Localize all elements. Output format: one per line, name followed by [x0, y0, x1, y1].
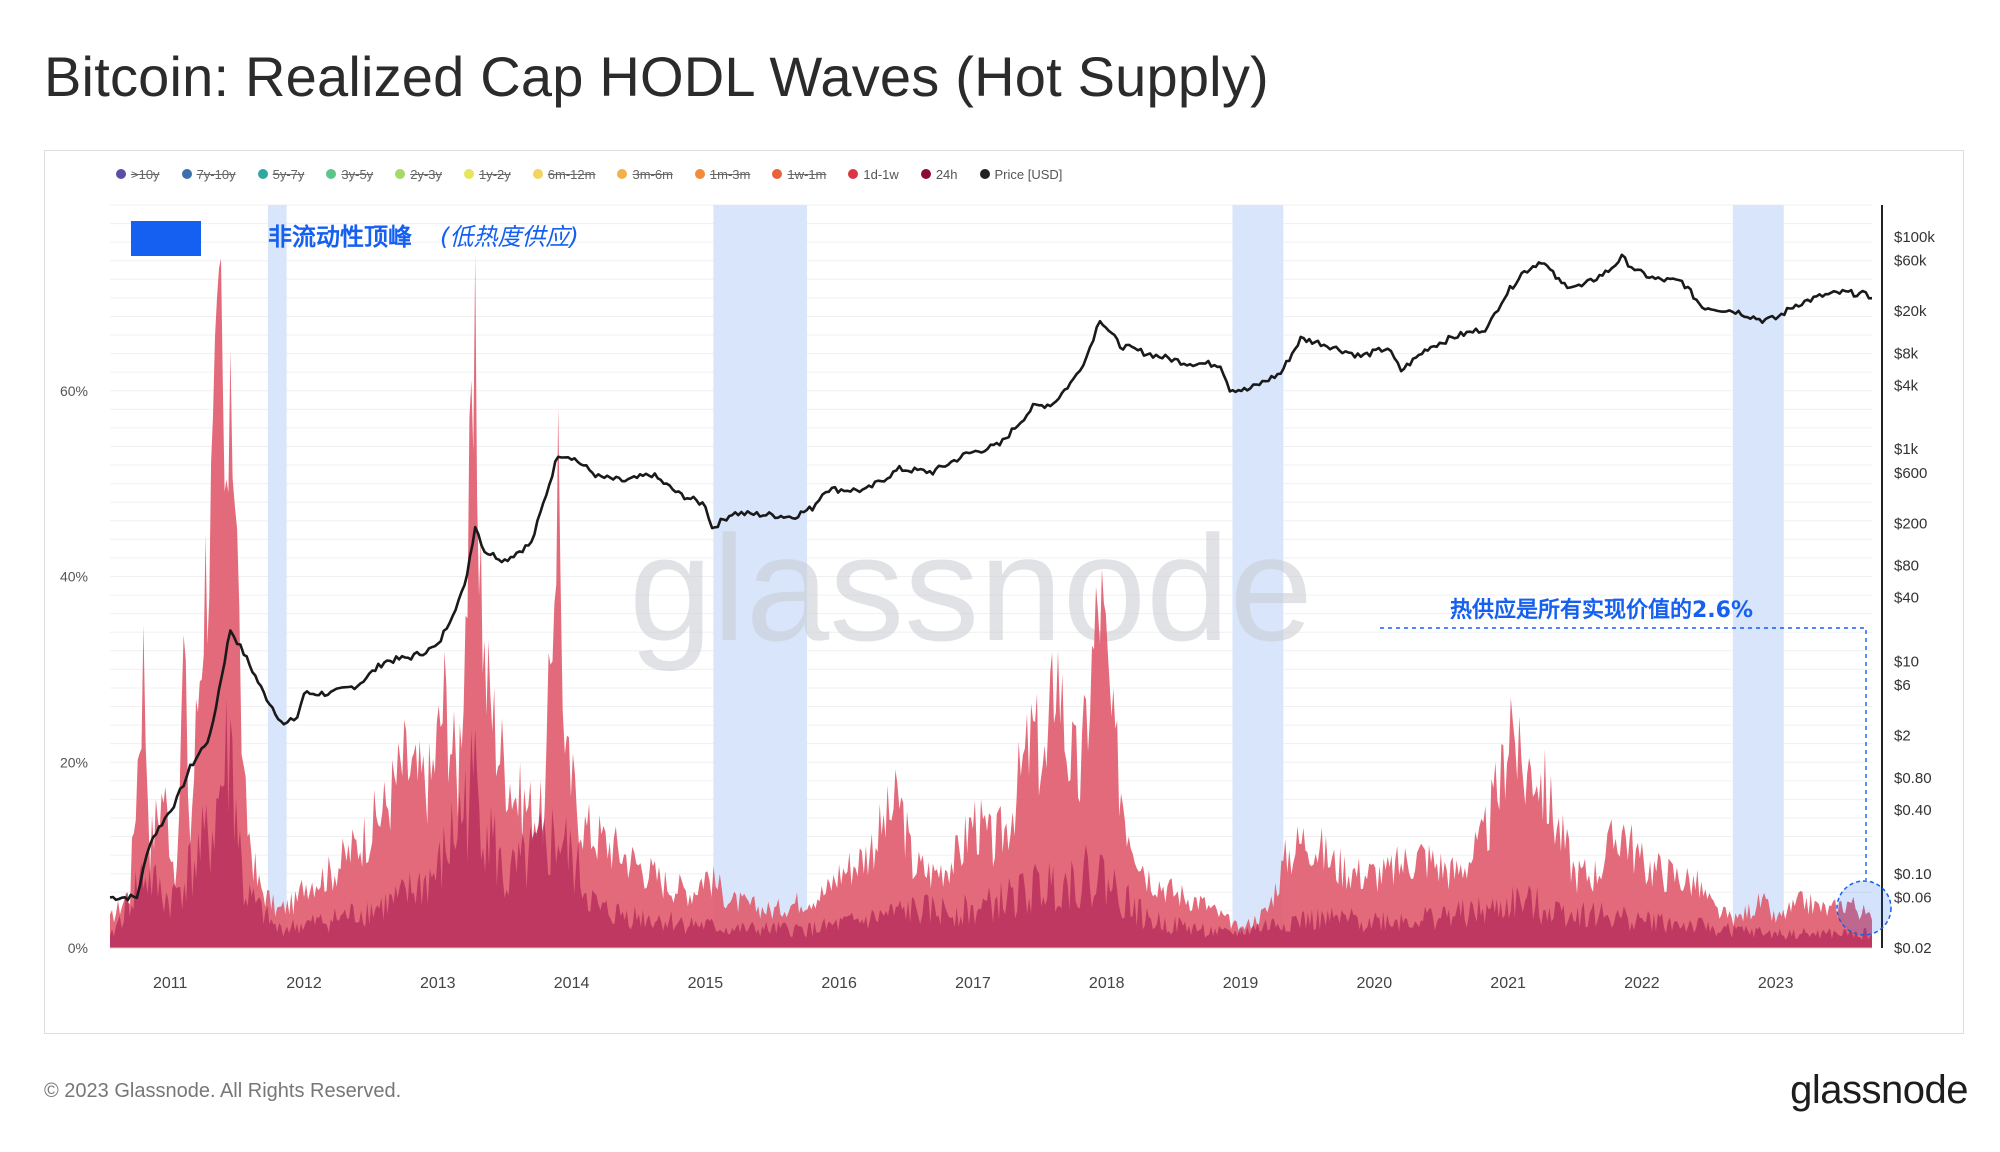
x-tick-label: 2013 — [420, 975, 456, 992]
legend-dot-icon — [979, 169, 990, 179]
legend-label: 1m-3m — [709, 166, 751, 182]
copyright-text: © 2023 Glassnode. All Rights Reserved. — [44, 1080, 402, 1102]
y-right-tick-label: $40 — [1894, 590, 1919, 607]
y-left-tick-label: 0% — [68, 940, 88, 956]
legend-dot-icon — [395, 169, 406, 179]
hot-supply-leader-line — [1380, 627, 1867, 880]
x-tick-label: 2014 — [554, 975, 590, 992]
legend-dot-icon — [694, 169, 705, 179]
legend-item[interactable]: 3m-6m — [617, 164, 673, 184]
legend-dot-icon — [848, 169, 859, 179]
y-left-tick-label: 40% — [60, 569, 88, 585]
legend-label: 6m-12m — [547, 166, 596, 182]
page-title: Bitcoin: Realized Cap HODL Waves (Hot Su… — [44, 45, 1269, 108]
x-tick-label: 2012 — [286, 975, 322, 992]
x-tick-label: 2016 — [821, 975, 857, 992]
series-1d-1w-area — [110, 253, 1872, 949]
legend-dot-icon — [257, 169, 268, 179]
illiquidity-legend-sublabel: (低热度供应) — [440, 223, 579, 251]
legend-label: 1y-2y — [478, 166, 511, 182]
legend-item[interactable]: 7y-10y — [181, 164, 236, 184]
legend-item[interactable]: Price [USD] — [979, 164, 1063, 184]
illiquidity-peak-band — [267, 205, 287, 948]
y-right-tick-label: $2 — [1894, 728, 1911, 745]
legend-label: 7y-10y — [196, 166, 236, 182]
legend-dot-icon — [463, 169, 474, 179]
hot-supply-note: 热供应是所有实现价值的2.6% — [1450, 597, 1753, 623]
hot-supply-highlight-circle — [1836, 880, 1892, 936]
y-right-tick-label: $600 — [1894, 465, 1927, 482]
y-right-tick-label: $10 — [1894, 654, 1919, 671]
legend-item[interactable]: 1d-1w — [848, 164, 899, 184]
y-right-tick-label: $0.10 — [1894, 866, 1932, 883]
y-right-tick-label: $6 — [1894, 677, 1911, 694]
y-right-tick-label: $0.06 — [1894, 889, 1932, 906]
legend-label: 5y-7y — [272, 166, 305, 182]
legend-dot-icon — [617, 169, 628, 179]
y-left-tick-label: 20% — [60, 754, 88, 770]
y-right-tick-label: $4k — [1894, 377, 1919, 394]
y-right-tick-label: $8k — [1894, 345, 1919, 362]
legend-label: 2y-3y — [410, 166, 442, 182]
legend-item[interactable]: 1y-2y — [463, 164, 511, 184]
legend-dot-icon — [326, 169, 337, 179]
legend-dot-icon — [920, 169, 931, 179]
legend-dot-icon — [772, 169, 783, 179]
illiquidity-peak-band — [1732, 205, 1784, 948]
y-right-tick-label: $0.80 — [1894, 770, 1932, 787]
legend-item[interactable]: 6m-12m — [532, 164, 596, 184]
legend-label: 1w-1m — [787, 166, 827, 182]
y-right-tick-label: $1k — [1894, 441, 1919, 458]
legend-dot-icon — [181, 169, 192, 179]
x-tick-label: 2022 — [1624, 975, 1660, 992]
legend-item[interactable]: 3y-5y — [326, 164, 373, 184]
y-right-tick-label: $80 — [1894, 558, 1919, 575]
x-tick-label: 2020 — [1357, 975, 1393, 992]
x-tick-label: 2021 — [1490, 975, 1526, 992]
y-right-tick-label: $100k — [1894, 229, 1935, 246]
legend-dot-icon — [532, 169, 543, 179]
chart-legend: >10y 7y-10y 5y-7y 3y-5y 2y-3y 1y-2y 6m-12m 3m-6… — [116, 164, 1062, 184]
y-left-tick-label: 60% — [60, 383, 88, 399]
y-right-tick-label: $20k — [1894, 303, 1927, 320]
x-tick-label: 2015 — [688, 975, 724, 992]
x-tick-label: 2023 — [1758, 975, 1794, 992]
legend-label: >10y — [131, 166, 160, 182]
series-24h-area — [110, 698, 1872, 948]
illiquidity-peak-band — [1232, 205, 1284, 948]
legend-label: 24h — [935, 166, 958, 182]
legend-label: 3m-6m — [632, 166, 673, 182]
illiquidity-peak-band — [713, 205, 808, 948]
legend-item[interactable]: 2y-3y — [395, 164, 442, 184]
legend-label: 1d-1w — [863, 166, 899, 182]
watermark-text: glassnode — [629, 504, 1313, 672]
illiquidity-legend-swatch — [131, 221, 201, 256]
legend-item[interactable]: 1m-3m — [694, 164, 751, 184]
legend-item[interactable]: 5y-7y — [257, 164, 305, 184]
y-right-tick-label: $60k — [1894, 252, 1927, 269]
glassnode-logo: glassnode — [1790, 1068, 1968, 1112]
x-tick-label: 2018 — [1089, 975, 1125, 992]
legend-dot-icon — [116, 169, 126, 179]
x-tick-label: 2011 — [153, 975, 188, 992]
illiquidity-legend-label: 非流动性顶峰 — [268, 223, 412, 251]
price-line — [109, 253, 1873, 902]
y-right-tick-label: $0.02 — [1894, 940, 1932, 957]
legend-label: 3y-5y — [341, 166, 374, 182]
x-tick-label: 2017 — [955, 975, 991, 992]
legend-item[interactable]: 24h — [920, 164, 958, 184]
y-right-tick-label: $0.40 — [1894, 802, 1932, 819]
y-right-tick-label: $200 — [1894, 515, 1927, 532]
legend-label: Price [USD] — [994, 166, 1063, 182]
legend-item[interactable]: 1w-1m — [772, 164, 826, 184]
x-tick-label: 2019 — [1223, 975, 1259, 992]
legend-item[interactable]: >10y — [116, 164, 160, 184]
